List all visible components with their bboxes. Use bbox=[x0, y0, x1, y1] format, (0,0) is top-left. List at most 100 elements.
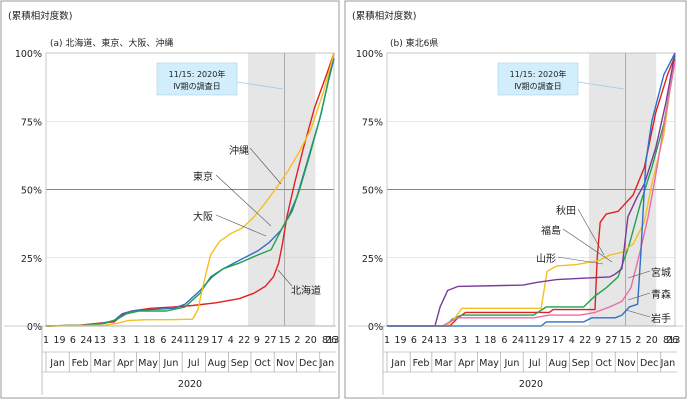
month-label: Nov bbox=[276, 358, 295, 369]
x-tick-label: 13 bbox=[668, 335, 680, 346]
x-tick-label: 1 bbox=[43, 335, 49, 346]
month-label: Dec bbox=[299, 358, 317, 369]
leader-iwate bbox=[625, 309, 651, 318]
x-tick-label: 9 bbox=[254, 335, 260, 346]
x-tick-label: 24 bbox=[512, 335, 524, 346]
month-label: Apr bbox=[458, 358, 475, 369]
panel-a-callout: 11/15: 2020年 Ⅳ期の調査日 bbox=[156, 62, 284, 96]
y-tick-label: 0% bbox=[27, 322, 42, 333]
y-tick-label: 75% bbox=[362, 117, 383, 128]
label-tokyo: 東京 bbox=[193, 170, 213, 183]
series-line bbox=[45, 52, 335, 327]
panel-a-plot: 0% 25% 50% 75% 100% Jan Feb Mar Apr May Jun Jul Aug S… bbox=[4, 49, 339, 395]
x-tick-label: 3 bbox=[454, 335, 460, 346]
x-tick-label: 26 bbox=[666, 335, 678, 346]
month-label: Dec bbox=[640, 358, 658, 369]
y-tick-label: 50% bbox=[21, 186, 42, 197]
panel-b-frame bbox=[344, 0, 687, 399]
x-tick-label: 18 bbox=[143, 335, 155, 346]
leader-tokyo bbox=[215, 174, 272, 227]
label-aomori: 青森 bbox=[651, 288, 671, 301]
x-tick-label: 22 bbox=[238, 335, 250, 346]
panel-b-callout-box bbox=[497, 62, 579, 96]
x-tick-label: 19 bbox=[394, 335, 406, 346]
x-tick-label: 13 bbox=[327, 335, 339, 346]
month-label: Apr bbox=[117, 358, 134, 369]
x-tick-label: 19 bbox=[53, 335, 65, 346]
month-label: Jan bbox=[660, 358, 676, 369]
x-tick-label: 4 bbox=[569, 335, 575, 346]
month-label: Oct bbox=[254, 358, 271, 369]
panel-b: (累積相対度数) (b) 東北6県 0% 25% 50% 75% 100% Jan Feb M… bbox=[344, 0, 687, 399]
x-tick-label: 6 bbox=[160, 335, 166, 346]
x-tick-label: 29 bbox=[197, 335, 209, 346]
month-label: Mar bbox=[435, 358, 453, 369]
panel-b-callout: 11/15: 2020年 Ⅳ期の調査日 bbox=[497, 62, 625, 96]
panel-a-series-labels: 沖縄 東京 大阪 北海道 bbox=[193, 144, 321, 297]
month-label: Jan bbox=[390, 358, 406, 369]
x-tick-label: 3 bbox=[461, 335, 467, 346]
panel-a-callout-line2: Ⅳ期の調査日 bbox=[173, 81, 220, 91]
x-tick-label: 2 bbox=[635, 335, 641, 346]
panel-b-ylabel: (累積相対度数) bbox=[352, 10, 416, 22]
x-tick-label: 8 bbox=[663, 335, 669, 346]
x-tick-label: 15 bbox=[279, 335, 291, 346]
x-tick-label: 2 bbox=[294, 335, 300, 346]
series-line bbox=[387, 58, 676, 327]
x-tick-label: 3 bbox=[113, 335, 119, 346]
x-tick-label: 27 bbox=[605, 335, 617, 346]
leader-aomori bbox=[627, 292, 651, 301]
x-tick-label: 9 bbox=[595, 335, 601, 346]
label-fukushima: 福島 bbox=[541, 224, 561, 237]
month-label: Nov bbox=[617, 358, 636, 369]
month-label: Aug bbox=[208, 358, 227, 369]
month-label: Jan bbox=[319, 358, 335, 369]
y-tick-label: 100% bbox=[15, 49, 42, 60]
x-tick-label: 8 bbox=[322, 335, 328, 346]
x-tick-label: 17 bbox=[552, 335, 564, 346]
x-tick-label: 1 bbox=[474, 335, 480, 346]
label-osaka: 大阪 bbox=[193, 210, 213, 223]
label-okinawa: 沖縄 bbox=[229, 144, 249, 157]
panel-b-callout-line1: 11/15: 2020年 bbox=[510, 69, 567, 79]
month-label: Aug bbox=[549, 358, 568, 369]
x-tick-label: 17 bbox=[211, 335, 223, 346]
x-tick-label: 24 bbox=[80, 335, 92, 346]
series-line bbox=[45, 52, 335, 327]
month-label: Jun bbox=[504, 358, 520, 369]
x-tick-label: 1 bbox=[133, 335, 139, 346]
leader-akita bbox=[577, 208, 605, 256]
panel-a-frame bbox=[0, 0, 340, 399]
x-tick-label: 11 bbox=[184, 335, 196, 346]
x-tick-label: 22 bbox=[579, 335, 591, 346]
x-tick-label: 15 bbox=[620, 335, 632, 346]
x-tick-label: 13 bbox=[94, 335, 106, 346]
leader-miyagi bbox=[627, 270, 651, 279]
month-label: Jul bbox=[187, 358, 199, 369]
panel-a-ylabel: (累積相対度数) bbox=[8, 10, 72, 22]
month-label: May bbox=[138, 358, 158, 369]
x-tick-label: 20 bbox=[305, 335, 317, 346]
month-label: Feb bbox=[413, 358, 430, 369]
y-tick-label: 25% bbox=[362, 254, 383, 265]
y-tick-label: 100% bbox=[356, 49, 383, 60]
series-line bbox=[387, 61, 676, 327]
panel-b-title: (b) 東北6県 bbox=[390, 37, 438, 49]
month-label: Sep bbox=[572, 358, 590, 369]
panel-b-series-labels: 秋田 福島 山形 宮城 青森 岩手 bbox=[536, 204, 671, 325]
month-label: Oct bbox=[595, 358, 612, 369]
x-tick-label: 4 bbox=[228, 335, 234, 346]
label-akita: 秋田 bbox=[556, 204, 576, 217]
x-tick-label: 3 bbox=[120, 335, 126, 346]
x-tick-label: 6 bbox=[501, 335, 507, 346]
series-line bbox=[387, 61, 676, 327]
label-iwate: 岩手 bbox=[651, 312, 671, 325]
x-tick-label: 1 bbox=[384, 335, 390, 346]
panel-a-callout-box bbox=[156, 62, 238, 96]
x-tick-label: 6 bbox=[411, 335, 417, 346]
x-tick-label: 11 bbox=[525, 335, 537, 346]
label-hokkaido: 北海道 bbox=[291, 284, 321, 297]
month-label: Sep bbox=[231, 358, 249, 369]
x-tick-label: 20 bbox=[646, 335, 658, 346]
